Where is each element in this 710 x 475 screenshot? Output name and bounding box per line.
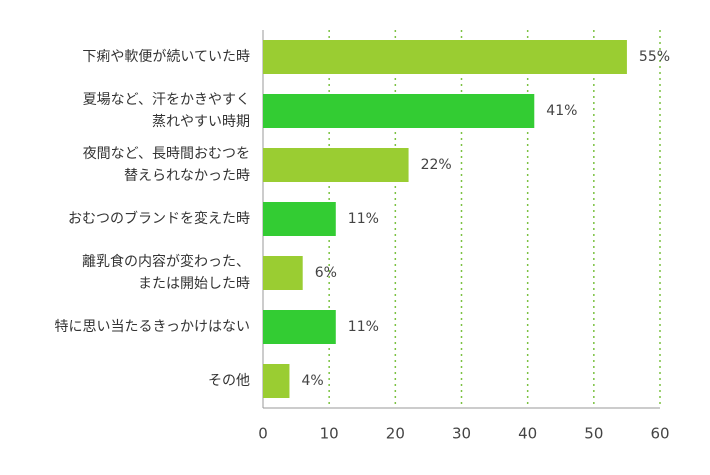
value-label: 6% [315,265,337,281]
x-tick-label: 50 [584,425,603,443]
value-label: 11% [348,319,379,335]
category-label: その他 [208,373,250,389]
bar [263,202,336,236]
x-tick-label: 10 [320,425,339,443]
bar [263,256,303,290]
bar [263,94,535,128]
category-label: 特に思い当たるきっかけはない [54,319,250,335]
x-tick-label: 0 [258,425,268,443]
value-label: 41% [546,103,577,119]
bar [263,364,290,398]
x-tick-label: 20 [386,425,405,443]
value-label: 22% [421,157,452,173]
x-tick-label: 60 [650,425,669,443]
value-label: 55% [639,49,670,65]
category-label: 夏場など、汗をかきやすく 蒸れやすい時期 [82,92,250,130]
bar [263,310,336,344]
value-label: 11% [348,211,379,227]
x-tick-label: 30 [452,425,471,443]
bar [263,40,627,74]
category-label: 下痢や軟便が続いていた時 [82,49,250,65]
category-label: おむつのブランドを変えた時 [68,211,250,227]
category-label: 離乳食の内容が変わった、 または開始した時 [82,254,250,292]
value-label: 4% [301,373,323,389]
bar [263,148,409,182]
category-label: 夜間など、長時間おむつを 替えられなかった時 [82,146,250,184]
x-tick-label: 40 [518,425,537,443]
